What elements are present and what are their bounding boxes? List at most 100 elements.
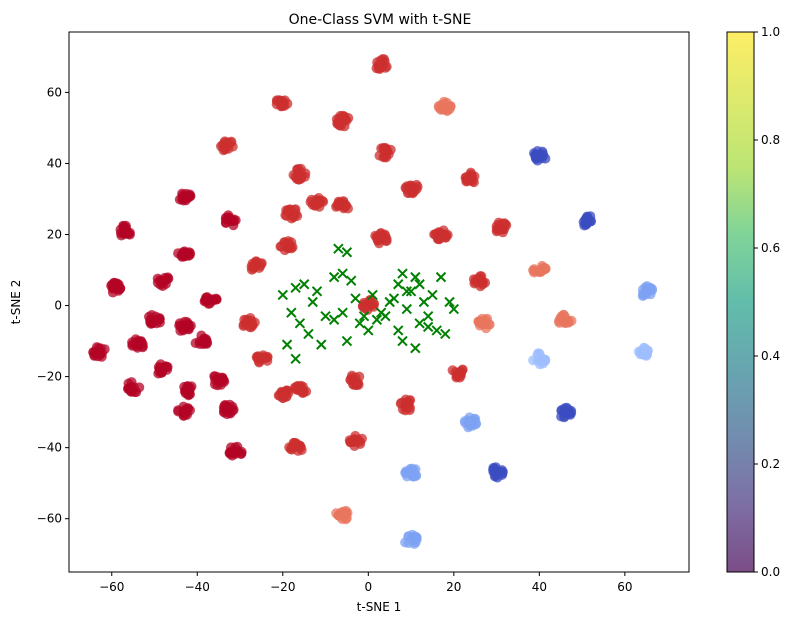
data-point <box>228 404 239 415</box>
data-point <box>559 403 570 414</box>
data-point <box>434 234 445 245</box>
data-point <box>154 317 165 328</box>
data-point <box>403 531 414 542</box>
outlier-stroke <box>414 318 425 329</box>
outlier-marker <box>393 279 404 290</box>
outlier-marker <box>401 303 413 315</box>
outlier-stroke <box>410 271 421 283</box>
data-point <box>334 119 345 130</box>
data-point <box>411 534 422 545</box>
outlier-stroke <box>350 293 361 304</box>
outlier-stroke <box>363 325 374 336</box>
data-point <box>380 145 391 156</box>
y-tick-label: −20 <box>37 370 62 384</box>
outlier-marker <box>440 328 451 340</box>
data-point <box>181 321 192 331</box>
cluster-29 <box>357 295 379 316</box>
data-point <box>560 318 571 329</box>
data-point <box>645 289 656 300</box>
data-point <box>218 142 229 153</box>
data-point <box>332 200 343 211</box>
data-point <box>459 416 470 427</box>
outlier-stroke <box>337 268 348 279</box>
outlier-marker <box>363 325 374 336</box>
outlier-stroke <box>371 314 383 325</box>
outlier-marker <box>367 289 378 301</box>
cluster-31 <box>238 313 260 333</box>
colorbar-tick-label: 0.0 <box>761 565 780 579</box>
cluster-30 <box>144 310 165 329</box>
cluster-27 <box>637 281 658 301</box>
cluster-34 <box>473 313 495 334</box>
x-tick-label: 0 <box>364 580 372 594</box>
y-tick-label: −60 <box>37 512 62 526</box>
x-tick-label: 60 <box>617 580 632 594</box>
plot-area <box>88 54 658 549</box>
outlier-marker <box>448 303 460 315</box>
x-tick-label: −20 <box>270 580 295 594</box>
outlier-marker <box>281 339 293 350</box>
outlier-stroke <box>333 243 344 254</box>
cluster-58 <box>488 462 508 483</box>
data-point <box>314 201 325 212</box>
cluster-33 <box>553 309 577 329</box>
data-point <box>198 335 209 346</box>
cluster-43 <box>345 370 365 391</box>
cluster-36 <box>127 334 148 353</box>
x-axis: −60 −40 −20 0 20 40 60 <box>99 572 633 594</box>
data-point <box>470 413 481 424</box>
y-tick-label: 0 <box>54 299 62 313</box>
y-tick-label: 40 <box>47 156 62 170</box>
outlier-stroke <box>410 342 421 354</box>
cluster-60 <box>400 529 422 549</box>
outlier-marker <box>410 342 421 354</box>
outlier-stroke <box>393 279 404 290</box>
cluster-48 <box>273 385 294 404</box>
cluster-55 <box>284 437 307 456</box>
cluster-42 <box>447 364 468 383</box>
data-point <box>535 267 546 277</box>
outlier-stroke <box>341 335 353 347</box>
cluster-4 <box>216 136 238 156</box>
data-point <box>641 349 652 360</box>
cluster-23 <box>528 260 551 278</box>
outlier-marker <box>333 243 344 254</box>
outlier-stroke <box>427 289 438 301</box>
x-tick-label: 40 <box>532 580 547 594</box>
outlier-stroke <box>435 271 447 283</box>
cluster-28 <box>199 292 222 309</box>
cluster-38 <box>633 342 653 361</box>
outlier-stroke <box>422 311 434 322</box>
data-point <box>491 223 502 234</box>
data-point <box>218 402 229 413</box>
y-tick-label: 60 <box>47 85 62 99</box>
x-tick-label: 20 <box>446 580 461 594</box>
outlier-marker <box>397 335 408 347</box>
outlier-marker <box>397 268 408 279</box>
cluster-56 <box>224 441 247 461</box>
data-point <box>258 350 269 361</box>
data-point <box>291 439 302 450</box>
cluster-17 <box>115 220 135 241</box>
outlier-stroke <box>328 314 340 325</box>
data-point <box>107 279 117 290</box>
cluster-5 <box>374 142 396 163</box>
cluster-39 <box>251 350 273 368</box>
outlier-marker <box>294 318 306 329</box>
data-point <box>277 389 288 400</box>
outlier-stroke <box>311 286 323 297</box>
outlier-marker <box>341 247 353 258</box>
outlier-marker <box>316 339 327 350</box>
cluster-26 <box>468 271 491 292</box>
outlier-marker <box>435 271 447 283</box>
outlier-marker <box>405 286 417 297</box>
data-point <box>451 372 462 383</box>
outlier-marker <box>345 275 357 286</box>
data-point <box>352 434 363 445</box>
cluster-52 <box>556 402 577 423</box>
data-point <box>405 464 416 474</box>
outlier-group <box>277 243 460 365</box>
outlier-stroke <box>307 296 318 308</box>
data-point <box>337 111 348 122</box>
